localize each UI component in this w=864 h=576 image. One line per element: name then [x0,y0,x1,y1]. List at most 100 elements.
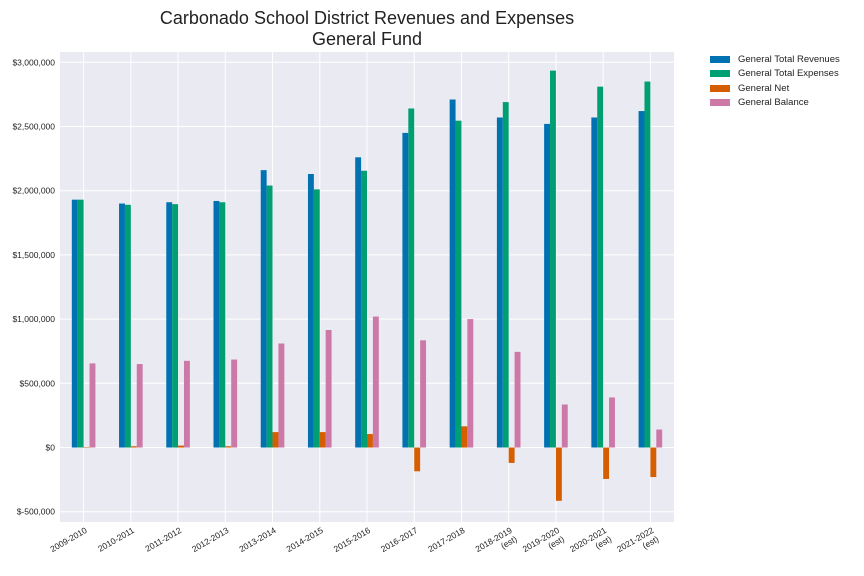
bar [166,202,173,448]
legend-swatch [710,84,730,92]
x-tick-label-line: 2015-2016 [332,525,372,554]
x-tick-label: 2021-2022(est) [615,525,660,563]
bar [367,434,373,448]
bar [650,447,657,478]
x-tick-label: 2014-2015 [285,525,325,554]
bar [178,445,184,448]
y-tick-labels: $-500,000 $0 $500,000 $1,000,000 $1,500,000 $… [12,57,55,516]
bar [124,204,131,448]
bar [313,189,320,448]
bar [644,81,651,448]
bar [319,432,326,448]
bar [544,123,551,448]
x-tick-label: 2020-2021(est) [568,525,613,563]
x-tick-label: 2015-2016 [332,525,372,554]
x-tick-label: 2018-2019(est) [473,525,518,563]
bar [71,199,78,448]
bar [89,363,96,448]
x-tick-labels: 2009-2010 2010-2011 2011-2012 2012-2013 2013… [48,525,660,563]
bar [638,111,645,448]
bar [502,102,509,448]
x-tick-label: 2017-2018 [426,525,466,554]
legend-swatch [710,99,730,107]
bars [71,70,663,501]
bar [550,70,556,448]
bar [83,447,90,449]
y-tick-label: $1,500,000 [12,250,55,260]
bar [325,330,332,448]
y-tick-label: $500,000 [20,378,56,388]
x-tick-label: 2016-2017 [379,525,419,554]
y-tick-label: $2,000,000 [12,186,55,196]
bar [603,447,610,479]
legend: General Total Revenues General Total Exp… [710,52,840,110]
bar [172,204,179,448]
bar [213,200,220,448]
x-tick-label: 2011-2012 [143,525,183,554]
bar [130,446,137,448]
bar [119,203,125,448]
legend-item: General Total Revenues [710,52,840,67]
x-tick-label-line: 2011-2012 [143,525,183,554]
legend-label: General Net [738,82,790,94]
bar [609,397,615,448]
bar [402,132,409,448]
legend-item: General Net [710,81,840,96]
x-tick-label: 2009-2010 [48,525,88,554]
bar [372,316,379,448]
legend-swatch [710,70,730,78]
bar [508,447,515,463]
legend-swatch [710,55,730,63]
bar [272,432,279,448]
bar [455,120,462,448]
legend-label: General Total Revenues [738,53,840,65]
bar [278,343,285,448]
legend-label: General Total Expenses [738,68,839,80]
bar [420,340,427,448]
x-tick-label-line: 2013-2014 [237,525,277,554]
bar [414,447,421,472]
bar [449,99,456,448]
bar [656,429,663,448]
chart-title-line-1: Carbonado School District Revenues and E… [159,8,575,28]
chart-title: Carbonado School District Revenues and E… [60,8,674,50]
bar [408,108,415,448]
bar [561,404,568,448]
bar [355,157,362,448]
y-tick-label: $0 [46,443,56,453]
y-tick-label: $-500,000 [17,507,56,517]
y-tick-label: $3,000,000 [12,57,55,67]
x-tick-label-line: 2010-2011 [96,525,136,554]
bar [307,173,314,448]
bar [77,199,84,448]
x-tick-label: 2010-2011 [96,525,136,554]
chart-title-line-2: General Fund [311,29,423,49]
bar [260,170,267,448]
bar [183,360,190,448]
x-tick-label-line: 2017-2018 [426,525,466,554]
x-tick-label: 2013-2014 [237,525,277,554]
bar [461,426,468,448]
x-tick-label-line: 2012-2013 [190,525,230,554]
bar [591,117,598,448]
x-tick-label: 2012-2013 [190,525,230,554]
x-tick-label-line: 2014-2015 [285,525,325,554]
bar [219,202,226,448]
y-tick-label: $1,000,000 [12,314,55,324]
bar [266,185,273,448]
bar [361,170,367,448]
x-tick-label: 2019-2020(est) [521,525,566,563]
bar [136,364,143,448]
legend-label: General Balance [738,97,809,109]
y-tick-label: $2,500,000 [12,121,55,131]
bar [514,351,521,448]
legend-item: General Balance [710,96,840,111]
x-tick-label-line: 2009-2010 [48,525,88,554]
bar [555,447,562,501]
bar [597,86,604,448]
x-tick-label-line: 2016-2017 [379,525,419,554]
legend-item: General Total Expenses [710,67,840,82]
bar [225,446,232,448]
bar [496,117,503,448]
